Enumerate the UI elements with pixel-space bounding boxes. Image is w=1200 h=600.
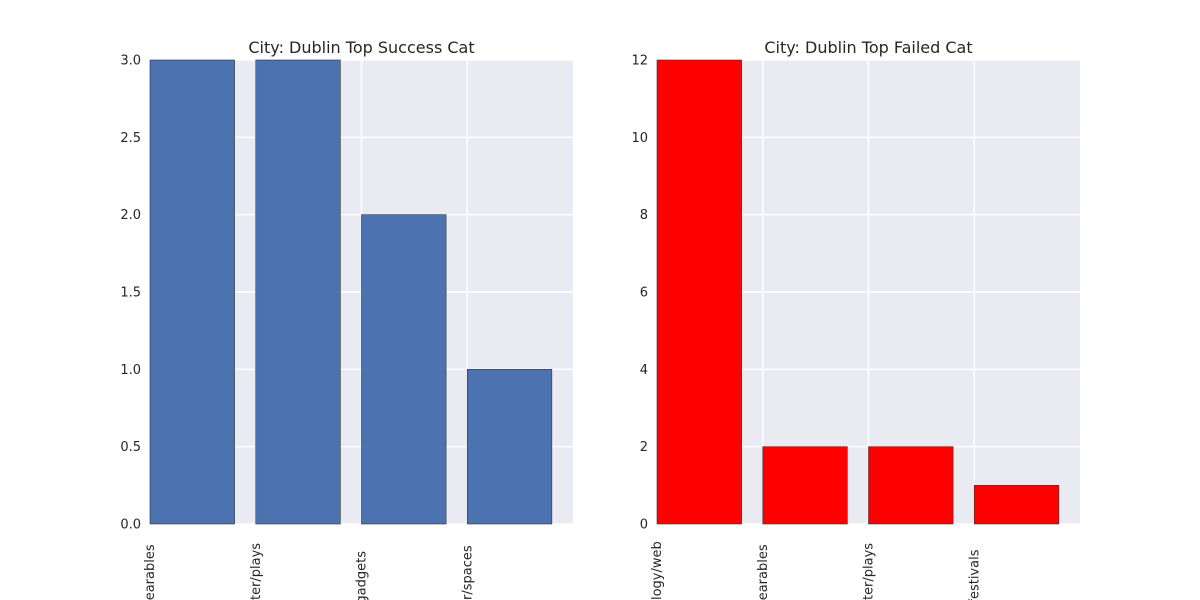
y-tick-label: 0.0 (120, 518, 141, 533)
chart-title: City: Dublin Top Failed Cat (764, 38, 972, 57)
chart-failed: 0 2 4 6 8 10 12 ology/web vearables ater/plays/f… (631, 38, 1080, 600)
bar-music-festivals (973, 485, 1060, 525)
y-tick-labels: 0.0 0.5 1.0 1.5 2.0 2.5 3.0 (120, 54, 141, 533)
bar-technology-wearables (762, 446, 848, 525)
x-tick-label: vearables (756, 544, 771, 600)
bar-technology-gadgets (361, 214, 447, 525)
y-tick-label: 8 (640, 208, 648, 223)
y-tick-label: 0.5 (120, 440, 141, 455)
y-tick-label: 10 (631, 131, 648, 146)
bar-theater-plays (868, 446, 954, 525)
y-tick-label: 2.5 (120, 131, 141, 146)
y-tick-label: 2.0 (120, 208, 141, 223)
x-tick-label: ater/plays (862, 543, 877, 600)
x-tick-label: /gadgets (355, 551, 370, 600)
y-tick-label: 2 (640, 440, 648, 455)
x-tick-labels: ology/web vearables ater/plays/festivals (650, 541, 982, 600)
x-tick-label: /festivals (967, 549, 982, 600)
bar-theater-plays (255, 59, 341, 525)
x-tick-label: ology/web (650, 541, 665, 600)
y-tick-label: 1.5 (120, 286, 141, 301)
y-tick-label: 0 (640, 518, 648, 533)
bars (149, 59, 553, 525)
bar-technology-wearables (149, 59, 235, 525)
bars (656, 59, 1060, 525)
x-tick-label: er/spaces (460, 545, 475, 600)
y-tick-label: 4 (640, 363, 648, 378)
x-tick-label: vearables (143, 544, 158, 600)
bar-theater-spaces (466, 369, 553, 525)
x-tick-labels: vearables ater/plays/gadgets er/spaces (143, 543, 475, 600)
y-tick-labels: 0 2 4 6 8 10 12 (631, 54, 648, 533)
y-tick-label: 6 (640, 286, 648, 301)
y-tick-label: 1.0 (120, 363, 141, 378)
y-tick-label: 12 (631, 54, 648, 69)
chart-success: 0.0 0.5 1.0 1.5 2.0 2.5 3.0 vearables ater/play… (120, 38, 573, 600)
bar-technology-web (656, 59, 742, 525)
chart-title: City: Dublin Top Success Cat (248, 38, 474, 57)
x-tick-label: ater/plays (249, 543, 264, 600)
y-tick-label: 3.0 (120, 54, 141, 69)
